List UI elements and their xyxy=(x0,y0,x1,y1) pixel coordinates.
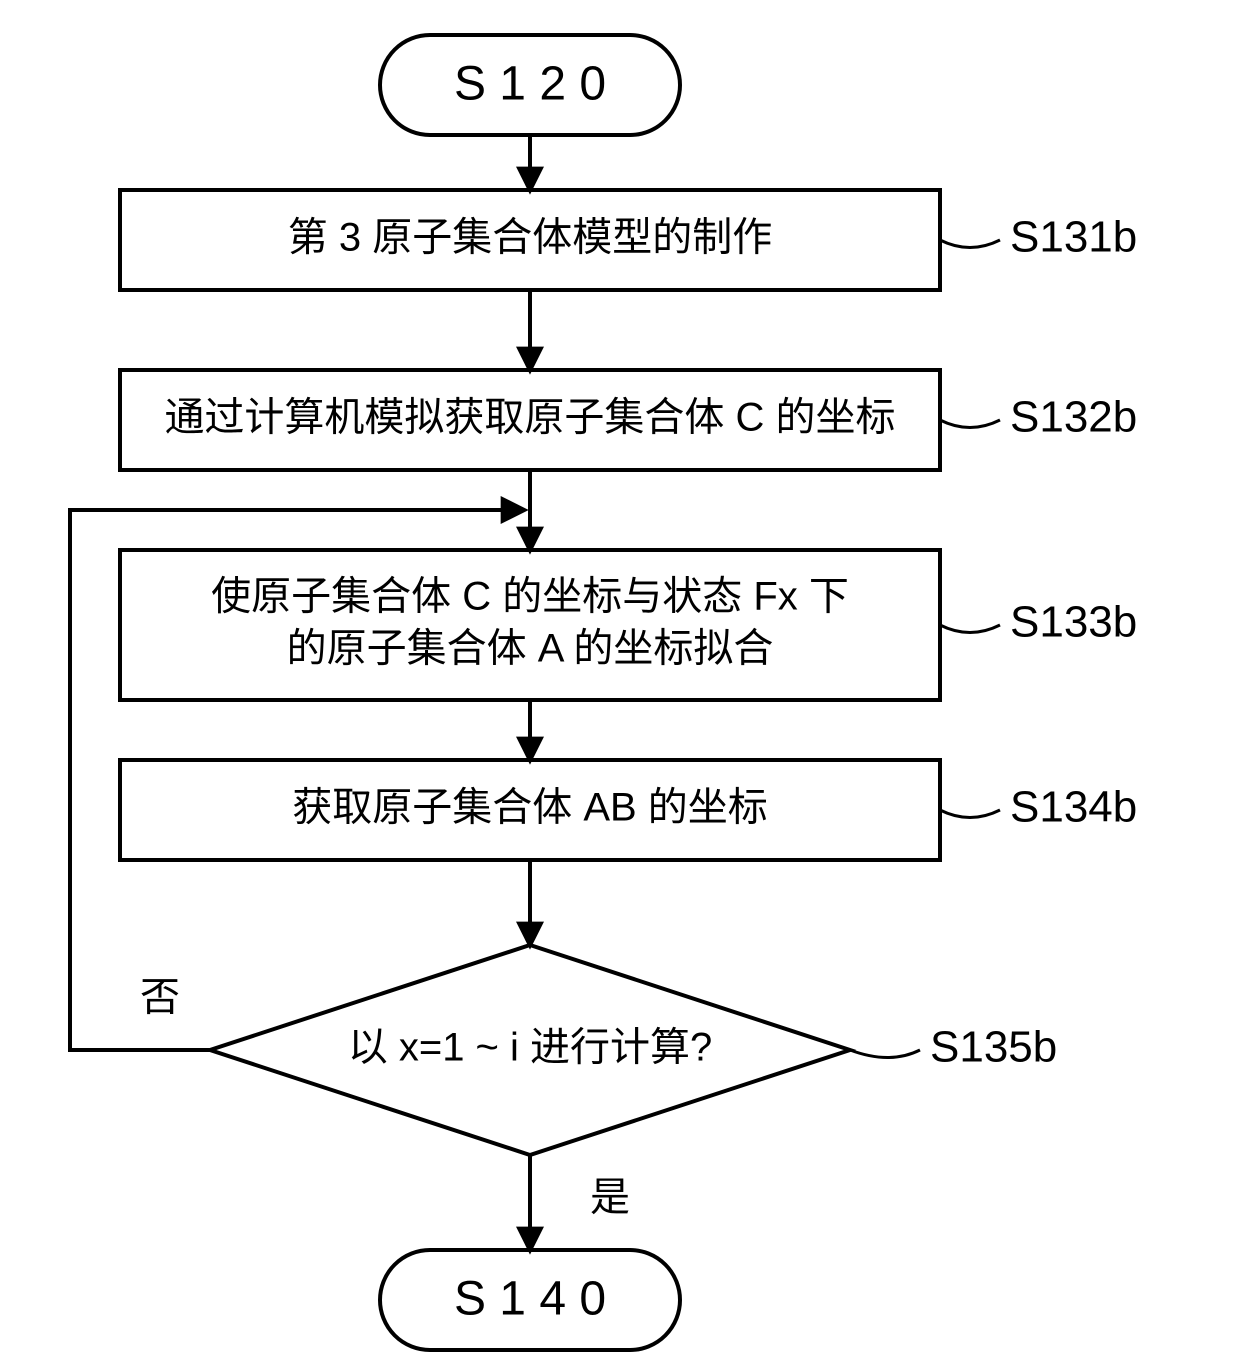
label-s133b-connector xyxy=(940,625,1000,633)
terminal-end-label: S 1 4 0 xyxy=(454,1273,606,1326)
process-s133b-text1: 使原子集合体 C 的坐标与状态 Fx 下 xyxy=(211,575,849,619)
process-s131b-text: 第 3 原子集合体模型的制作 xyxy=(288,216,772,260)
decision-no-label: 否 xyxy=(140,976,180,1020)
process-s132b-text: 通过计算机模拟获取原子集合体 C 的坐标 xyxy=(164,396,895,440)
label-s133b: S133b xyxy=(1010,598,1137,647)
terminal-start-label: S 1 2 0 xyxy=(454,58,606,111)
process-s134b-text: 获取原子集合体 AB 的坐标 xyxy=(292,786,768,830)
label-s131b-connector xyxy=(940,240,1000,248)
decision-s135b-text: 以 x=1 ~ i 进行计算? xyxy=(348,1026,713,1070)
label-s132b: S132b xyxy=(1010,393,1137,442)
process-s133b xyxy=(120,550,940,700)
label-s135b: S135b xyxy=(930,1023,1057,1072)
label-s134b: S134b xyxy=(1010,783,1137,832)
decision-yes-label: 是 xyxy=(590,1176,630,1220)
process-s133b-text2: 的原子集合体 A 的坐标拟合 xyxy=(287,627,774,671)
label-s132b-connector xyxy=(940,420,1000,428)
label-s134b-connector xyxy=(940,810,1000,818)
label-s131b: S131b xyxy=(1010,213,1137,262)
label-s135b-connector xyxy=(850,1050,920,1058)
